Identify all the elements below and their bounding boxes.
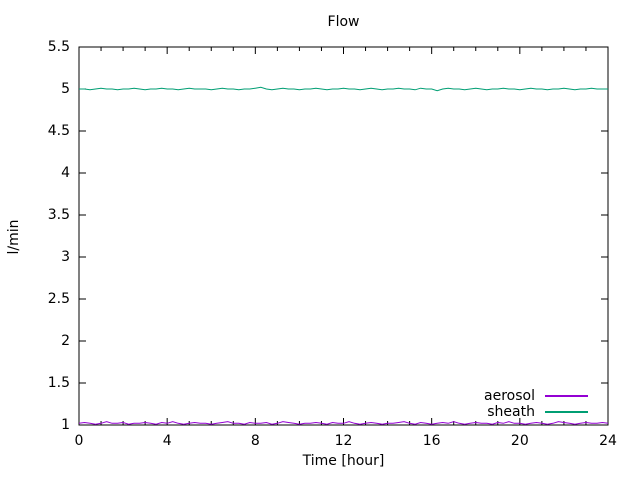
x-tick-label: 4 bbox=[162, 433, 172, 449]
y-tick-label: 1 bbox=[61, 417, 70, 433]
y-tick-label: 4 bbox=[61, 165, 70, 181]
y-tick-label: 2.5 bbox=[47, 291, 70, 307]
x-tick-label: 20 bbox=[510, 433, 529, 449]
y-tick-label: 4.5 bbox=[47, 123, 70, 139]
y-tick-label: 3.5 bbox=[47, 207, 70, 223]
legend-line-sample bbox=[545, 395, 588, 397]
x-tick-label: 16 bbox=[422, 433, 441, 449]
legend-label: sheath bbox=[487, 404, 535, 420]
legend-label: aerosol bbox=[484, 388, 535, 404]
x-tick-label: 24 bbox=[599, 433, 617, 449]
legend-row: aerosol bbox=[484, 388, 588, 404]
y-tick-label: 3 bbox=[61, 249, 70, 265]
x-tick-label: 0 bbox=[74, 433, 84, 449]
x-tick-label: 8 bbox=[250, 433, 260, 449]
legend-line-sample bbox=[545, 411, 588, 413]
x-tick-label: 12 bbox=[334, 433, 353, 449]
x-axis-label: Time [hour] bbox=[302, 453, 385, 469]
y-tick-label: 2 bbox=[61, 333, 70, 349]
legend-row: sheath bbox=[484, 404, 588, 420]
series-line-aerosol bbox=[78, 421, 609, 425]
chart-title: Flow bbox=[327, 14, 360, 30]
y-tick-label: 5 bbox=[61, 81, 70, 97]
y-tick-label: 5.5 bbox=[47, 39, 70, 55]
y-tick-label: 1.5 bbox=[47, 375, 70, 391]
legend: aerosol sheath bbox=[484, 388, 588, 420]
plot-border bbox=[78, 46, 609, 426]
series-line-sheath bbox=[79, 86, 608, 92]
